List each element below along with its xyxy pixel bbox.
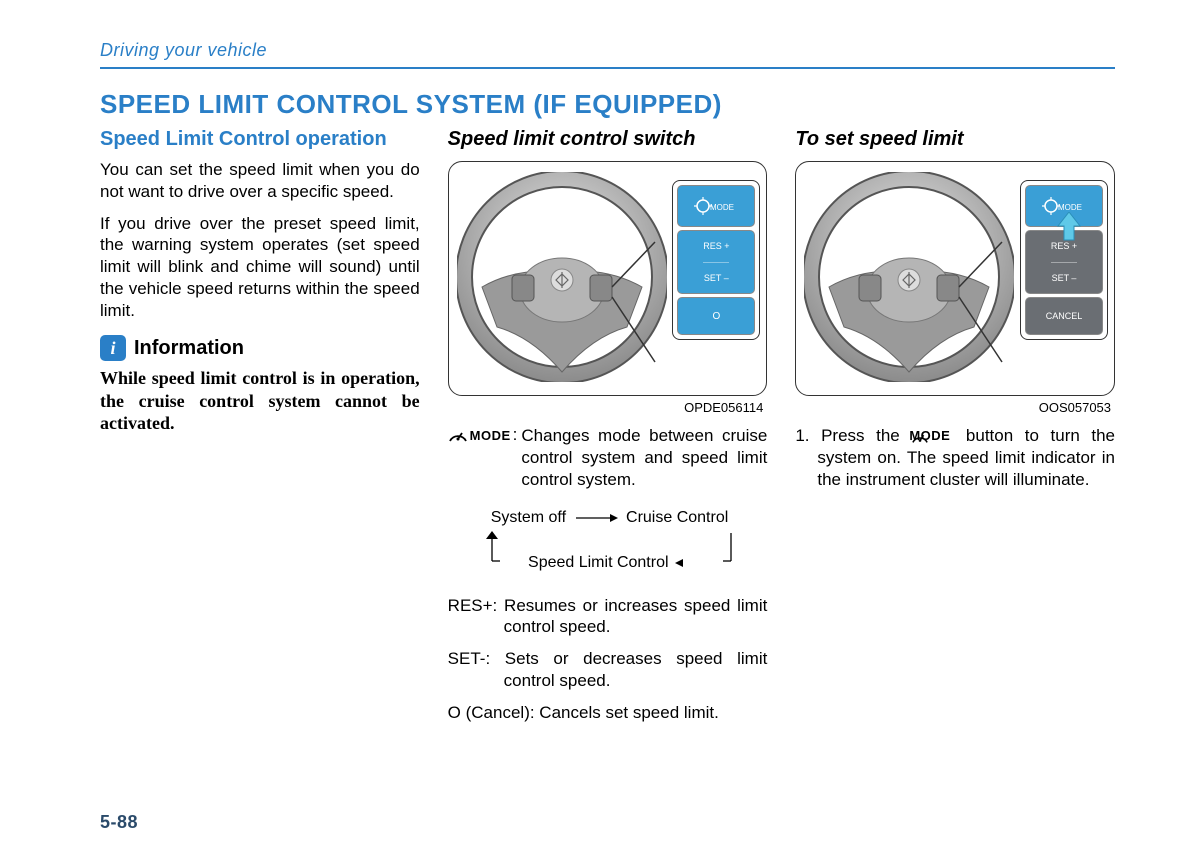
def-set: SET-: Sets or decreases speed limit cont… [448,648,768,692]
arrow-down-icon [723,531,739,563]
mode-description-text: Changes mode between cruise control syst… [521,425,767,490]
arrow-right-icon [574,512,618,524]
mode-flow-diagram: System off Cruise Control Speed Limit Co… [448,504,768,576]
res-set-button: RES + SET – [677,230,755,294]
steering-wheel-icon-2 [804,172,1014,387]
flow-speed-limit: Speed Limit Control [528,554,669,571]
res-plus-label: RES + [703,231,729,263]
info-label: Information [134,337,244,360]
flow-system-off: System off [491,504,566,531]
steering-wheel-icon [457,172,667,387]
mode-button-2: MODE [1025,185,1103,227]
col1-subhead: Speed Limit Control operation [100,128,420,151]
speedometer-mode-icon-2: MODE [911,428,950,445]
arrow-left-icon [675,558,691,568]
figure-steering-wheel-1: MODE RES + SET – O [448,161,768,396]
figure-code-2: OOS057053 [795,400,1115,415]
button-panel-1: MODE RES + SET – O [672,180,760,340]
svg-text:MODE: MODE [710,203,734,212]
def-cancel: O (Cancel): Cancels set speed limit. [448,702,768,724]
svg-text:MODE: MODE [1058,203,1082,212]
column-2: Speed limit control switch [448,128,768,733]
col2-subhead: Speed limit control switch [448,128,768,151]
col1-para1: You can set the speed limit when you do … [100,159,420,203]
section-label: Driving your vehicle [100,40,1115,61]
figure-steering-wheel-2: MODE RES + SET – CANCEL [795,161,1115,396]
column-3: To set speed limit [795,128,1115,733]
cancel-button-2: CANCEL [1025,297,1103,335]
figure-code-1: OPDE056114 [448,400,768,415]
header-rule [100,67,1115,69]
step1-text-a: 1. Press the [795,426,911,445]
column-1: Speed Limit Control operation You can se… [100,128,420,733]
cancel-button: O [677,297,755,335]
info-icon: i [100,335,126,361]
col3-subhead: To set speed limit [795,128,1115,151]
arrow-up-icon [484,531,500,563]
button-panel-2: MODE RES + SET – CANCEL [1020,180,1108,340]
content-columns: Speed Limit Control operation You can se… [100,128,1115,733]
col1-para2: If you drive over the preset speed limit… [100,213,420,322]
information-heading: i Information [100,335,420,361]
mode-button: MODE [677,185,755,227]
mode-label-text-2: MODE [931,428,950,445]
mode-description-row: MODE: Changes mode between cruise contro… [448,425,768,490]
mode-label-text: MODE [470,428,511,443]
speedometer-mode-icon: MODE: [448,425,518,445]
info-body-text: While speed limit control is in operatio… [100,367,420,435]
set-minus-label: SET – [704,263,729,294]
press-arrow-icon [1054,212,1084,242]
set-minus-label-2: SET – [1052,263,1077,294]
flow-cruise-control: Cruise Control [626,504,728,531]
def-res: RES+: Resumes or increases speed limit c… [448,595,768,639]
step-1: 1. Press the MODE button to turn the sys… [795,425,1115,490]
page-title: SPEED LIMIT CONTROL SYSTEM (IF EQUIPPED) [100,89,1115,120]
page-number: 5-88 [100,812,138,833]
